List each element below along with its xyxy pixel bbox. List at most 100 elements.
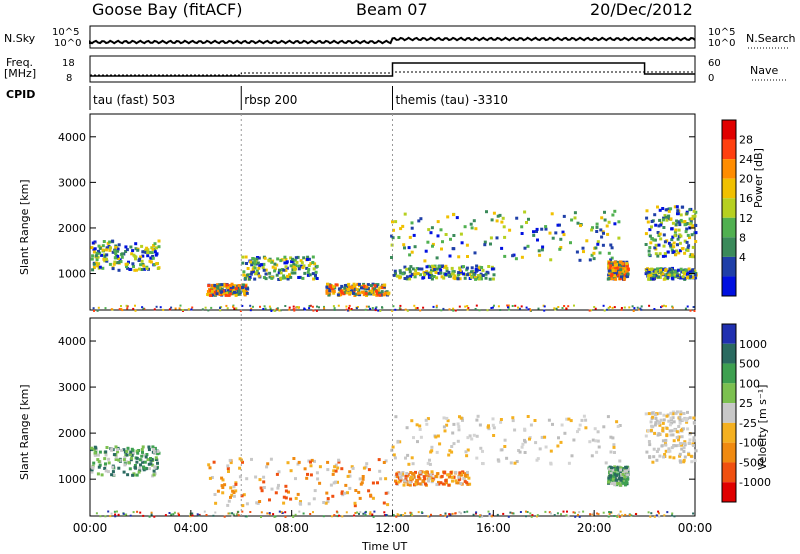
ground-scatter-cell — [621, 514, 624, 517]
ground-scatter-cell — [95, 512, 98, 515]
scatter-cell — [446, 419, 450, 423]
ground-scatter-cell — [296, 306, 299, 308]
scatter-cell — [357, 490, 361, 494]
scatter-cell — [678, 454, 682, 458]
scatter-cell — [229, 461, 233, 465]
nave-tick-top: 60 — [708, 58, 721, 69]
scatter-cell — [492, 211, 496, 215]
scatter-cell — [241, 460, 244, 464]
scatter-cell — [151, 463, 155, 467]
scatter-cell — [111, 470, 115, 474]
scatter-cell — [258, 264, 262, 268]
scatter-cell — [669, 271, 673, 275]
scatter-cell — [426, 417, 430, 421]
scatter-cell — [557, 436, 560, 440]
scatter-cell — [554, 231, 558, 235]
ground-scatter-cell — [292, 305, 295, 308]
scatter-cell — [125, 265, 128, 269]
nsky-tick-bottom: 10^0 — [54, 38, 82, 49]
ground-scatter-cell — [318, 306, 320, 309]
scatter-cell — [685, 240, 689, 244]
scatter-cell — [257, 256, 261, 260]
scatter-cell — [429, 269, 433, 273]
scatter-cell — [616, 273, 620, 277]
scatter-cell — [412, 436, 415, 440]
scatter-cell — [226, 464, 230, 468]
scatter-cell — [289, 264, 293, 268]
scatter-cell — [396, 439, 400, 443]
scatter-cell — [403, 212, 407, 216]
power-panel-frame — [89, 113, 696, 311]
scatter-cell — [484, 276, 488, 280]
scatter-cell — [666, 269, 670, 273]
ground-scatter-cell — [543, 309, 546, 312]
ground-scatter-cell — [400, 514, 403, 517]
ground-scatter-cell — [96, 309, 99, 312]
scatter-cell — [156, 267, 160, 270]
scatter-cell — [334, 480, 338, 484]
scatter-cell — [653, 246, 657, 250]
scatter-cell — [140, 448, 144, 451]
x-tick-label: 00:00 — [678, 521, 713, 535]
scatter-cell — [103, 467, 107, 470]
scatter-cell — [487, 265, 491, 268]
scatter-cell — [682, 450, 686, 453]
scatter-cell — [329, 286, 332, 290]
scatter-cell — [234, 287, 238, 290]
scatter-cell — [619, 268, 623, 272]
scatter-cell — [291, 257, 294, 261]
ground-scatter-cell — [341, 515, 344, 518]
scatter-cell — [678, 421, 682, 425]
scatter-cell — [445, 269, 449, 273]
scatter-cell — [470, 270, 473, 274]
scatter-cell — [540, 435, 544, 439]
scatter-cell — [423, 273, 426, 277]
scatter-cell — [673, 230, 677, 234]
ground-scatter-cell — [381, 306, 383, 309]
scatter-cell — [408, 267, 411, 271]
ground-scatter-cell — [555, 307, 558, 310]
scatter-cell — [607, 478, 611, 482]
scatter-cell — [444, 272, 448, 276]
ground-scatter-cell — [109, 515, 112, 518]
scatter-cell — [644, 243, 648, 246]
ground-scatter-cell — [92, 307, 95, 310]
scatter-cell — [648, 228, 652, 232]
scatter-cell — [662, 413, 666, 417]
scatter-cell — [382, 293, 386, 297]
scatter-cell — [419, 273, 422, 277]
nsky-right-tick-bottom: 10^0 — [708, 38, 736, 49]
ground-scatter-cell — [231, 514, 234, 517]
scatter-cell — [101, 248, 105, 252]
scatter-cell — [661, 272, 665, 276]
scatter-cell — [679, 267, 683, 271]
scatter-cell — [679, 412, 683, 416]
scatter-cell — [255, 269, 259, 273]
scatter-cell — [103, 254, 107, 258]
scatter-cell — [238, 475, 242, 479]
scatter-cell — [647, 269, 651, 273]
ground-scatter-cell — [110, 512, 113, 515]
scatter-cell — [157, 245, 161, 249]
colorbar-swatch — [722, 482, 736, 502]
scatter-cell — [658, 252, 662, 256]
scatter-cell — [371, 496, 375, 500]
scatter-cell — [684, 269, 688, 272]
scatter-cell — [232, 485, 236, 489]
scatter-cell — [151, 255, 155, 258]
scatter-cell — [444, 479, 448, 483]
ground-scatter-cell — [512, 512, 515, 515]
scatter-cell — [438, 442, 442, 446]
scatter-cell — [125, 450, 129, 453]
scatter-cell — [688, 208, 692, 212]
ground-scatter-cell — [386, 514, 389, 517]
scatter-cell — [405, 426, 409, 430]
ground-scatter-cell — [475, 512, 477, 515]
scatter-cell — [424, 472, 428, 476]
scatter-cell — [149, 457, 152, 460]
scatter-cell — [431, 479, 435, 482]
scatter-cell — [116, 249, 120, 253]
scatter-cell — [105, 253, 109, 257]
ground-scatter-cell — [506, 304, 509, 307]
ground-scatter-cell — [640, 308, 643, 311]
